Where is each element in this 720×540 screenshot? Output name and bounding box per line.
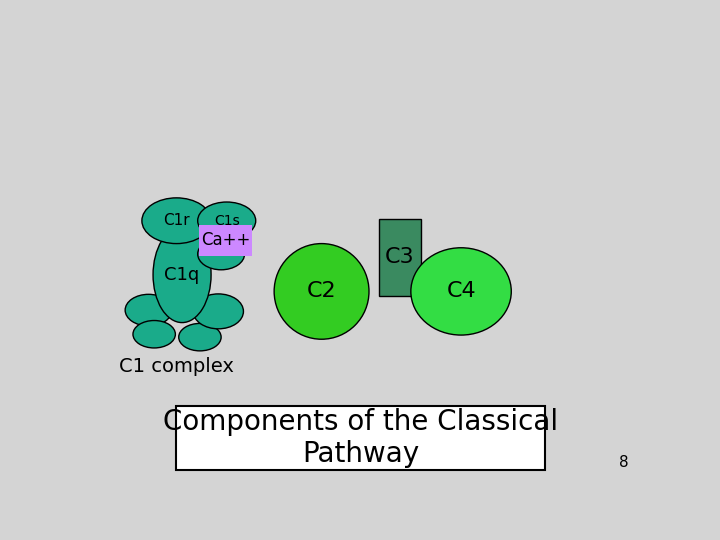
Ellipse shape	[198, 202, 256, 239]
Ellipse shape	[179, 323, 221, 351]
Ellipse shape	[198, 238, 245, 270]
Text: C1q: C1q	[164, 266, 199, 284]
Ellipse shape	[153, 227, 211, 322]
Text: C3: C3	[385, 247, 415, 267]
Text: 8: 8	[619, 455, 629, 470]
Ellipse shape	[193, 294, 243, 329]
Bar	[199, 225, 252, 256]
Text: C1s: C1s	[214, 214, 240, 228]
Bar	[176, 406, 545, 470]
Text: C4: C4	[446, 281, 476, 301]
Ellipse shape	[133, 321, 176, 348]
Text: C1 complex: C1 complex	[119, 357, 234, 376]
Bar	[379, 219, 421, 295]
Text: Components of the Classical
Pathway: Components of the Classical Pathway	[163, 408, 558, 468]
Ellipse shape	[142, 198, 211, 244]
Ellipse shape	[274, 244, 369, 339]
Ellipse shape	[125, 294, 172, 326]
Text: C1r: C1r	[163, 213, 190, 228]
Ellipse shape	[411, 248, 511, 335]
Text: C2: C2	[307, 281, 336, 301]
Text: Ca++: Ca++	[201, 232, 250, 249]
